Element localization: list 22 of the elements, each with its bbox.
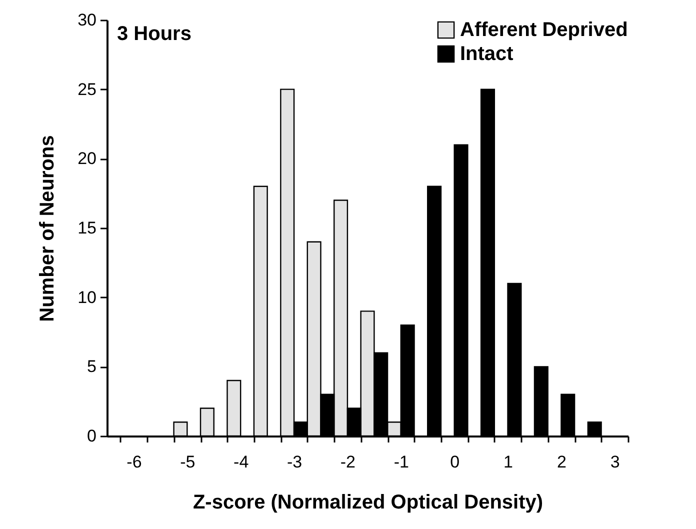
y-tick-label: 5: [87, 357, 96, 376]
x-tick-label: -5: [180, 452, 196, 472]
x-axis-title: Z-score (Normalized Optical Density): [192, 492, 544, 514]
x-tick-label: -2: [340, 452, 356, 472]
x-tick-label: -6: [126, 452, 142, 472]
y-tick-label: 10: [78, 288, 96, 307]
y-tick-label: 30: [78, 10, 96, 30]
legend-label: Afferent Deprived: [460, 19, 628, 41]
y-tick-label: 25: [78, 80, 96, 99]
x-tick-label: 1: [504, 452, 514, 472]
annotation: 3 Hours: [117, 23, 192, 45]
y-tick-label: 20: [78, 149, 96, 168]
y-tick-label: 15: [78, 218, 96, 238]
x-tick-label: -3: [286, 452, 302, 472]
x-tick-label: -4: [234, 452, 249, 472]
x-tick-label: 3: [610, 452, 620, 472]
y-axis-title: Number of Neurons: [36, 135, 59, 322]
x-tick-label: 0: [450, 452, 460, 472]
x-tick-label: 2: [556, 452, 566, 472]
y-tick-label: 0: [87, 426, 96, 446]
legend-label: Intact: [460, 43, 514, 65]
x-tick-label: -1: [394, 452, 409, 472]
